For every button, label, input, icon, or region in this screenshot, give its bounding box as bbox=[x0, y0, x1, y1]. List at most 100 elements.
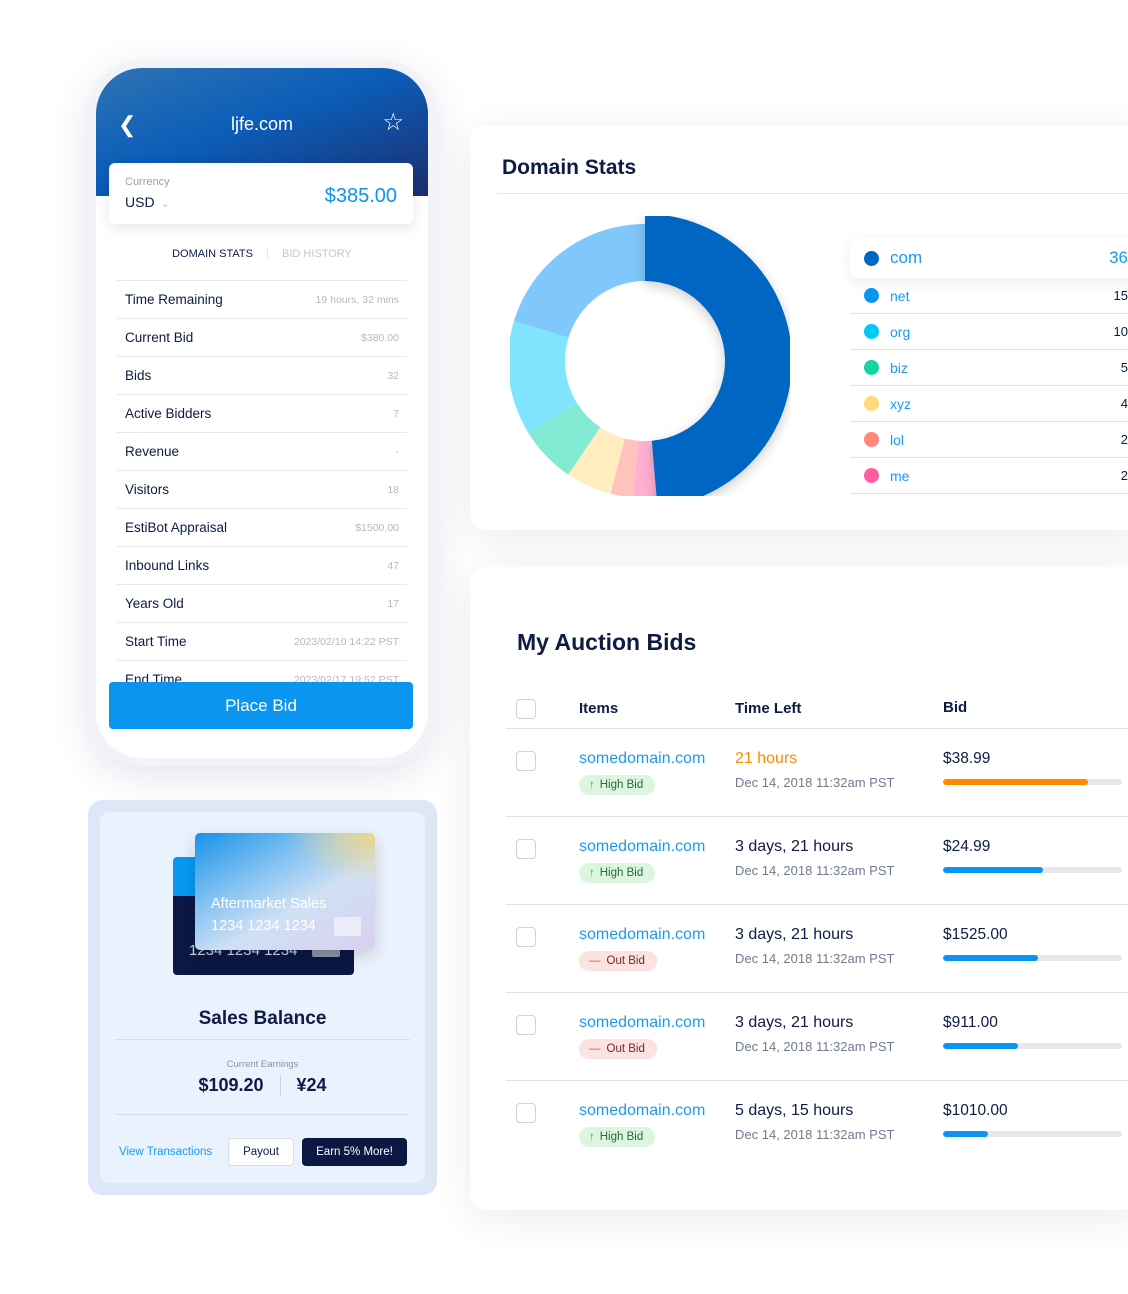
stat-label: Visitors bbox=[125, 482, 170, 497]
place-bid-button[interactable]: Place Bid bbox=[109, 682, 413, 729]
earnings-usd: $109.20 bbox=[198, 1075, 264, 1095]
legend-label: com bbox=[890, 248, 923, 267]
arrow-up-icon: ↑ bbox=[589, 1131, 595, 1143]
legend-dot bbox=[864, 250, 879, 266]
earnings-jpy: ¥24 bbox=[296, 1075, 327, 1095]
stat-label: Revenue bbox=[125, 444, 180, 459]
legend-value: 2 bbox=[1120, 432, 1128, 447]
donut-slice-me[interactable] bbox=[633, 440, 657, 496]
status-text: Out Bid bbox=[606, 955, 645, 967]
legend-item-biz[interactable]: biz 5 bbox=[850, 350, 1128, 386]
stat-label: Time Remaining bbox=[125, 292, 223, 307]
row-checkbox[interactable] bbox=[516, 751, 536, 771]
status-badge: ↑ High Bid bbox=[579, 775, 656, 795]
stat-row: Active Bidders 7 bbox=[117, 394, 407, 432]
bid-amount: $911.00 bbox=[943, 1014, 998, 1031]
time-left: 3 days, 21 hours bbox=[735, 1014, 854, 1031]
price-amount: $385.00 bbox=[324, 185, 397, 207]
domain-link[interactable]: somedomain.com bbox=[579, 838, 706, 855]
legend-value: 5 bbox=[1120, 360, 1128, 375]
phone-mockup: ❮ ljfe.com ☆ Currency USD ⌄ $385.00 DOMAI… bbox=[88, 60, 436, 766]
end-date: Dec 14, 2018 11:32am PST bbox=[735, 951, 895, 966]
row-checkbox[interactable] bbox=[516, 839, 536, 859]
donut-slice-xyz[interactable] bbox=[568, 427, 625, 494]
table-row: somedomain.com — Out Bid 3 days, 21 hours… bbox=[506, 904, 1128, 992]
domain-link[interactable]: somedomain.com bbox=[579, 926, 706, 943]
row-checkbox[interactable] bbox=[516, 927, 536, 947]
header-time-left: Time Left bbox=[735, 700, 802, 717]
time-left: 21 hours bbox=[735, 750, 798, 767]
legend-item-me[interactable]: me 2 bbox=[850, 458, 1128, 494]
legend-label: me bbox=[890, 467, 910, 484]
status-badge: ↑ High Bid bbox=[579, 863, 656, 883]
legend-value: 36 bbox=[1109, 248, 1128, 267]
header-bid: Bid bbox=[943, 699, 968, 716]
stat-value: 17 bbox=[387, 597, 399, 610]
stat-row: Bids 32 bbox=[117, 356, 407, 394]
tab-bid-history[interactable]: BID HISTORY bbox=[281, 248, 352, 260]
status-text: High Bid bbox=[599, 1131, 644, 1143]
payout-button[interactable]: Payout bbox=[228, 1138, 294, 1166]
stat-value: $1500.00 bbox=[355, 521, 399, 534]
time-left: 3 days, 21 hours bbox=[735, 838, 854, 855]
earnings: $109.20 ¥24 bbox=[100, 1075, 425, 1096]
legend-dot bbox=[864, 432, 879, 447]
row-checkbox[interactable] bbox=[516, 1103, 536, 1123]
currency-card: Currency USD ⌄ $385.00 bbox=[109, 163, 413, 224]
table-row: somedomain.com — Out Bid 3 days, 21 hours… bbox=[506, 992, 1128, 1080]
bid-amount: $1525.00 bbox=[943, 926, 1008, 943]
star-icon[interactable]: ☆ bbox=[382, 109, 404, 136]
currency-select[interactable]: USD ⌄ bbox=[125, 194, 170, 210]
back-chevron-icon[interactable]: ❮ bbox=[118, 112, 137, 137]
bid-progress-bar bbox=[943, 955, 1122, 961]
legend-item-lol[interactable]: lol 2 bbox=[850, 422, 1128, 458]
currency-value: USD bbox=[125, 194, 155, 210]
status-text: Out Bid bbox=[606, 1043, 645, 1055]
select-all-checkbox[interactable] bbox=[516, 699, 536, 719]
time-left: 5 days, 15 hours bbox=[735, 1102, 854, 1119]
legend-item-org[interactable]: org 10 bbox=[850, 314, 1128, 350]
row-checkbox[interactable] bbox=[516, 1015, 536, 1035]
earn-more-button[interactable]: Earn 5% More! bbox=[302, 1138, 407, 1166]
end-date: Dec 14, 2018 11:32am PST bbox=[735, 775, 895, 790]
domain-link[interactable]: somedomain.com bbox=[579, 1014, 706, 1031]
domain-link[interactable]: somedomain.com bbox=[579, 750, 706, 767]
bid-amount: $24.99 bbox=[943, 838, 991, 855]
tab-domain-stats[interactable]: DOMAIN STATS bbox=[158, 248, 268, 260]
legend-label: xyz bbox=[890, 395, 911, 412]
status-text: High Bid bbox=[599, 779, 644, 791]
earnings-label: Current Earnings bbox=[226, 1059, 299, 1070]
currency-label: Currency bbox=[125, 176, 170, 188]
card-title: Aftermarket Sales bbox=[211, 896, 327, 912]
end-date: Dec 14, 2018 11:32am PST bbox=[735, 1039, 895, 1054]
view-transactions-link[interactable]: View Transactions bbox=[119, 1146, 213, 1158]
legend-value: 15 bbox=[1113, 288, 1128, 303]
stat-row: EstiBot Appraisal $1500.00 bbox=[117, 508, 407, 546]
domain-link[interactable]: somedomain.com bbox=[579, 1102, 706, 1119]
stat-label: Start Time bbox=[125, 634, 187, 649]
bid-progress-bar bbox=[943, 1131, 1122, 1137]
sales-balance-title: Sales Balance bbox=[198, 1008, 327, 1029]
stat-row: Current Bid $380.00 bbox=[117, 318, 407, 356]
chart-legend: com 36 net 15 org 10 biz 5 xyz 4 lol 2 me 2 bbox=[850, 238, 1128, 494]
donut-slice-lol[interactable] bbox=[610, 438, 639, 496]
bid-progress-fill bbox=[943, 779, 1088, 785]
stat-value: 32 bbox=[387, 369, 399, 382]
auction-bids-title: My Auction Bids bbox=[517, 629, 697, 655]
donut-slice-org[interactable] bbox=[510, 320, 577, 433]
table-row: somedomain.com ↑ High Bid 5 days, 15 hour… bbox=[506, 1080, 1128, 1168]
donut-slice-com[interactable] bbox=[645, 216, 790, 496]
stat-label: Inbound Links bbox=[125, 558, 210, 573]
stat-label: EstiBot Appraisal bbox=[125, 520, 228, 535]
donut-slice-biz[interactable] bbox=[528, 402, 601, 475]
donut-slice-net[interactable] bbox=[514, 224, 645, 338]
legend-item-com[interactable]: com 36 bbox=[850, 238, 1128, 278]
legend-item-net[interactable]: net 15 bbox=[850, 278, 1128, 314]
end-date: Dec 14, 2018 11:32am PST bbox=[735, 1127, 895, 1142]
domain-stats-title: Domain Stats bbox=[502, 156, 637, 179]
donut-chart bbox=[510, 216, 790, 496]
stat-row: Visitors 18 bbox=[117, 470, 407, 508]
divider bbox=[497, 193, 1128, 194]
stat-label: Active Bidders bbox=[125, 406, 212, 421]
legend-item-xyz[interactable]: xyz 4 bbox=[850, 386, 1128, 422]
